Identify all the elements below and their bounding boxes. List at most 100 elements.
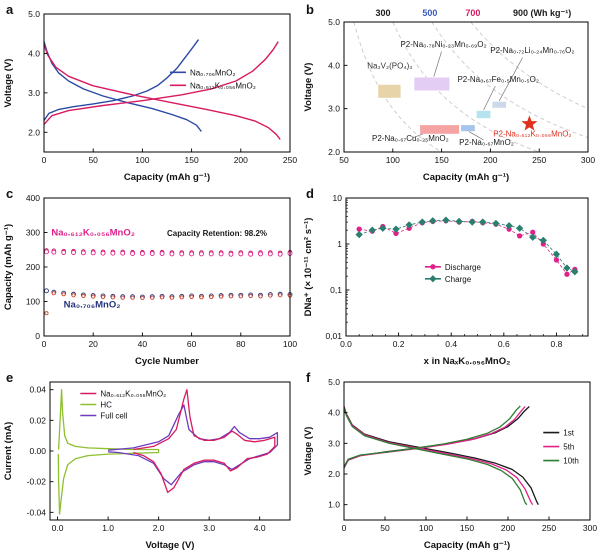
x-tick-label: 80 [236,339,246,349]
x-tick-label: 200 [234,155,248,165]
legend-label: 5th [563,443,574,452]
y-tick-label: 0.02 [29,415,46,425]
y-tick-label: 4.0 [28,48,40,58]
x-tick-label: 250 [283,155,297,165]
y-tick-label: 4.0 [328,408,340,418]
panel-b: b 50 100 150 200 250 300 2.0 3.0 4.0 5.0 300 500 700… [300,0,600,184]
chart-c-cycling-stability: 0 20 40 60 80 100 0 100 200 300 400 Cycle Number Cap… [3,193,297,367]
y-tick-label: 5.0 [328,17,340,27]
curve-hc-cv [57,389,160,515]
legend-label: Full cell [100,412,127,421]
panel-a: a 0 50 100 150 200 250 2.0 3.0 4.0 5.0 Capacity (m… [0,0,300,184]
series-na0706mno2-charge [44,291,293,316]
x-tick-label: 50 [339,155,349,165]
y-axis-title: Voltage (V) [303,427,314,476]
x-tick-label: 150 [460,523,474,533]
x-tick-label: 40 [138,339,148,349]
box-na3v2po43 [378,84,401,98]
x-tick-label: 150 [185,155,199,165]
curve-na0706mno2-discharge [43,41,202,132]
box-p2-na067fe05mn05o2 [476,110,491,119]
leader-line [483,85,496,111]
chart-e-cyclic-voltammetry: 0.0 1.0 2.0 3.0 4.0 -0.04 -0.02 0.00 0.02 0.04 Vol… [3,381,291,551]
chart-a-gcd-comparison: 0 50 100 150 200 250 2.0 3.0 4.0 5.0 Capacity (mAh… [3,9,297,183]
legend-label: 1st [563,429,574,438]
x-tick-label: 50 [380,523,390,533]
series-na0612k0056mno2-discharge [44,249,293,257]
legend-label: Na₀.₆₁₂K₀.₀₅₆MnO₂ [100,390,166,399]
panel-letter-c: c [6,186,14,201]
annotation: P2-Na₀.₆₇Cu₀.₂₅MnO₂ [372,134,449,143]
y-tick-label: -0.04 [27,507,47,517]
x-tick-label: 0.4 [445,339,457,349]
plot-frame [345,197,589,337]
x-tick-label: 100 [283,339,297,349]
panel-d: d 0.0 0.2 0.4 0.6 0.8 0,01 0,1 1 10 x in NaₓK₀.₀₅… [300,184,600,368]
plot-frame [343,21,589,153]
y-tick-label: 10 [333,193,343,203]
x-tick-label: 20 [88,339,98,349]
chart-b-material-comparison: 50 100 150 200 250 300 2.0 3.0 4.0 5.0 300 500 700 90… [303,8,595,183]
panel-e: e 0.0 1.0 2.0 3.0 4.0 -0.04 -0.02 0.00 0.02 0.04 V… [0,368,300,552]
series-na0706mno2-discharge [44,288,293,300]
chart-d-content: 0.0 0.2 0.4 0.6 0.8 0,01 0,1 1 10 x in NaₓK₀.₀₅₆M… [303,193,589,367]
curve-cycle5-discharge [343,406,534,506]
x-tick-label: 0 [42,155,47,165]
x-tick-label: 0.8 [551,339,563,349]
x-tick-label: 0.2 [393,339,405,349]
y-tick-label: 300 [26,228,40,238]
panel-letter-b: b [306,2,314,17]
panel-f: f 0 50 100 150 200 250 300 1.0 2.0 3.0 4.0 5.0 Capac… [300,368,600,552]
panel-letter-f: f [306,370,311,385]
curve-cycle1-discharge [343,406,539,505]
y-tick-label: 0.00 [29,446,46,456]
x-tick-label: 250 [542,523,556,533]
panel-letter-d: d [306,186,314,201]
x-tick-label: 1.0 [102,523,114,533]
energy-density-curve-300 [353,21,442,153]
x-axis-title: Voltage (V) [146,540,195,551]
chart-a-content: 0 50 100 150 200 250 2.0 3.0 4.0 5.0 Capacity (mAh… [3,9,297,183]
energy-density-label: 900 (Wh kg⁻¹) [513,8,571,18]
y-tick-label: 1.0 [328,500,340,510]
y-axis-title: Capacity (mAh g⁻¹) [3,224,14,310]
y-tick-label: 0.04 [29,385,46,395]
panel-letter-a: a [6,2,14,17]
y-tick-label: 3.0 [328,438,340,448]
x-tick-label: 300 [583,523,597,533]
series-charge [355,216,579,276]
y-tick-label: 3.0 [328,104,340,114]
y-tick-label: 200 [26,262,40,272]
energy-density-curve-700 [431,21,589,139]
legend-label: Charge [445,275,472,284]
curve-na0706mno2-charge [43,39,200,121]
curve-full-cell-cv [108,404,279,486]
energy-density-label: 300 [376,8,391,18]
x-tick-label: 3.0 [203,523,215,533]
chart-e-content: 0.0 1.0 2.0 3.0 4.0 -0.04 -0.02 0.00 0.02 0.04 Vol… [3,381,291,551]
annotation: P2-Na₀.₆₇Fe₀.₅Mn₀.₅O₂ [457,75,539,84]
x-tick-label: 100 [419,523,433,533]
plot-frame [43,197,291,337]
annotation: Na₀.₇₀₆MnO₂ [64,300,121,311]
box-p2-na067mno2 [461,125,475,132]
legend-label: Discharge [445,263,482,272]
legend-label: 10th [563,457,579,466]
annotation: P2-Na₀.₆₁₂K₀.₀₅₆MnO₂ [493,129,571,138]
energy-density-label: 700 [465,8,480,18]
x-tick-label: 100 [386,155,400,165]
plot-frame [343,381,591,521]
panel-letter-e: e [6,370,14,385]
curve-na0612k0056mno2-discharge [43,44,281,140]
annotation: P2-Na₀.₇₈Ni₀.₂₃Mn₀.₆₉O₂ [400,40,486,49]
y-tick-label: 0,1 [330,285,342,295]
y-axis-title: Current (mA) [3,422,14,481]
curve-na0612k0056mno2-cv [133,389,276,494]
y-tick-label: 100 [26,297,40,307]
chart-d-diffusion-coefficient: 0.0 0.2 0.4 0.6 0.8 0,01 0,1 1 10 x in NaₓK₀.₀₅₆M… [303,193,589,367]
x-axis-title: Capacity (mAh g⁻¹) [424,540,510,551]
y-tick-label: 5.0 [328,377,340,387]
leader-line [433,51,442,77]
curve-cycle10-charge [343,405,521,467]
